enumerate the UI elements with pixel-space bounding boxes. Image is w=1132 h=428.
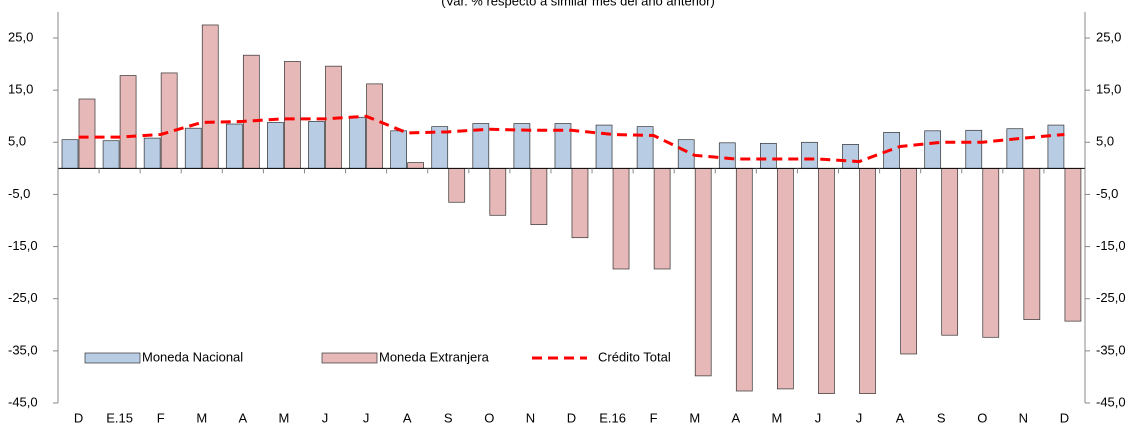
x-tick-label: M [689, 410, 700, 425]
y-tick-label: -45,0 [8, 394, 38, 409]
x-tick-label: A [731, 410, 740, 425]
bar [61, 139, 79, 169]
x-tick-label: M [771, 410, 782, 425]
x-tick-label: E.15 [106, 410, 133, 425]
bar [941, 168, 959, 336]
x-tick-label: O [484, 410, 494, 425]
x-tick-label: J [363, 410, 370, 425]
legend-label: Crédito Total [598, 349, 671, 364]
bar [571, 168, 589, 239]
x-tick-label: D [567, 410, 576, 425]
bar [1047, 124, 1065, 169]
bar [308, 121, 325, 169]
y-tick-label: -5,0 [8, 186, 30, 201]
x-tick-label: S [937, 410, 946, 425]
y2-tick-label: -15,0 [1096, 238, 1126, 253]
x-tick-label: N [1019, 410, 1028, 425]
x-tick-label: A [896, 410, 905, 425]
bar [1023, 168, 1041, 320]
bar [900, 168, 917, 355]
bar [78, 98, 96, 169]
bar [818, 168, 835, 394]
x-tick-label: A [403, 410, 412, 425]
bar [612, 168, 630, 270]
y2-tick-label: 25,0 [1096, 29, 1121, 44]
bar [407, 162, 424, 169]
bar [842, 144, 859, 169]
y2-tick-label: -5,0 [1096, 186, 1118, 201]
bar [448, 168, 466, 203]
x-tick-label: M [196, 410, 207, 425]
bar [965, 129, 983, 169]
bar [982, 168, 1000, 338]
x-tick-label: F [157, 410, 165, 425]
bar [102, 140, 120, 169]
x-tick-label: S [444, 410, 453, 425]
bar [267, 122, 284, 169]
chart-subtitle: (Var. % respecto a similar mes del año a… [441, 0, 715, 8]
bar [718, 142, 736, 169]
y2-tick-label: -45,0 [1096, 394, 1126, 409]
bar [201, 24, 219, 169]
bar [924, 130, 942, 169]
bar [390, 130, 407, 169]
y2-tick-label: 5,0 [1096, 134, 1114, 149]
bar [242, 54, 260, 169]
bar [225, 123, 243, 169]
y-tick-label: -35,0 [8, 342, 38, 357]
y-tick-label: 15,0 [8, 82, 33, 97]
y-tick-label: 5,0 [8, 134, 26, 149]
bar [801, 141, 818, 169]
x-tick-label: J [856, 410, 863, 425]
bar [489, 168, 507, 216]
y2-tick-label: -35,0 [1096, 342, 1126, 357]
bar [119, 75, 137, 169]
y-tick-label: -15,0 [8, 238, 38, 253]
bar [284, 61, 301, 169]
bar [184, 127, 202, 169]
bar [595, 124, 613, 169]
bar [160, 72, 178, 169]
line [78, 114, 1065, 164]
x-tick-label: D [74, 410, 83, 425]
legend-swatch [321, 352, 378, 364]
x-tick-label: F [650, 410, 658, 425]
x-tick-label: M [279, 410, 290, 425]
x-tick-label: N [526, 410, 535, 425]
bar [530, 168, 548, 226]
bar [777, 168, 794, 390]
bar [349, 116, 366, 169]
y-tick-label: 25,0 [8, 29, 33, 44]
bar [677, 139, 695, 169]
x-tick-label: D [1060, 410, 1069, 425]
y2-tick-label: 15,0 [1096, 82, 1121, 97]
bar [760, 142, 777, 169]
x-tick-label: E.16 [599, 410, 626, 425]
bar [1006, 128, 1024, 169]
legend-swatch [84, 352, 141, 364]
y-tick-label: -25,0 [8, 290, 38, 305]
bar [1064, 168, 1082, 322]
legend-label: Moneda Nacional [142, 349, 243, 364]
bar [366, 83, 383, 169]
bar [143, 137, 161, 169]
x-tick-label: J [322, 410, 329, 425]
bar [636, 126, 654, 169]
bar [694, 168, 712, 377]
bar [653, 168, 671, 270]
bar [735, 168, 753, 392]
x-tick-label: O [977, 410, 987, 425]
legend-label: Moneda Extranjera [379, 349, 490, 364]
x-tick-label: A [239, 410, 248, 425]
y2-tick-label: -25,0 [1096, 290, 1126, 305]
bar [859, 168, 876, 394]
x-tick-label: J [815, 410, 822, 425]
